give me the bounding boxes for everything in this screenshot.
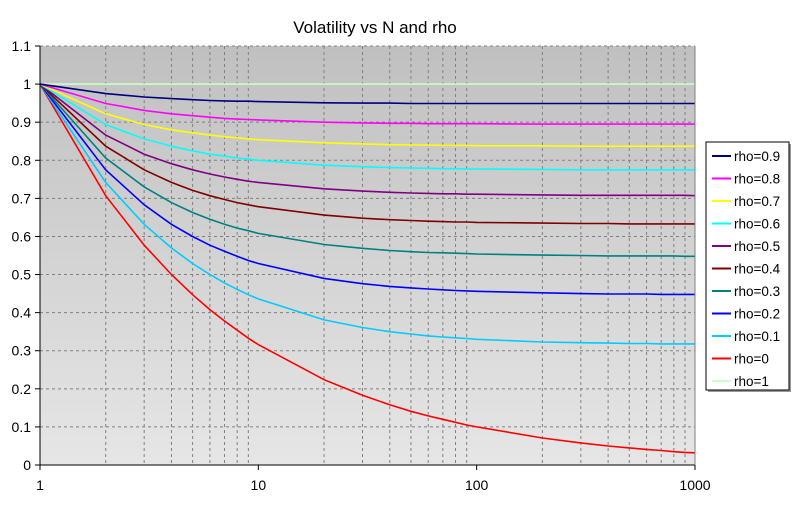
series-line-rho-0: [39, 83, 696, 454]
axes: 0 0.1 0.2 0.3 0.4 0.5 0.6 0.7 0.8 0.9 1 1.1 1 10 100 10…: [12, 38, 711, 493]
legend-label: rho=0: [734, 352, 769, 367]
legend-label: rho=0.9: [734, 149, 780, 164]
legend-label: rho=1: [734, 374, 769, 389]
y-tick-label: 0.2: [12, 381, 32, 397]
legend-label: rho=0.4: [734, 262, 781, 277]
y-tick-label: 0.4: [12, 305, 32, 321]
series-line-rho-0.1: [39, 83, 695, 345]
x-tick-label: 1000: [679, 477, 710, 493]
legend-label: rho=0.1: [734, 329, 780, 344]
y-tick-label: 1.1: [12, 38, 32, 54]
grid: [40, 45, 695, 465]
series-line-rho-0.9: [39, 83, 695, 105]
y-tick-label: 0.3: [12, 343, 32, 359]
y-tick-label: 0.8: [12, 152, 32, 168]
y-tick-label: 0.7: [12, 190, 32, 206]
series-line-rho-0.2: [39, 83, 695, 296]
y-tick-label: 0.1: [12, 419, 32, 435]
y-tick-label: 1: [23, 76, 31, 92]
legend-label: rho=0.2: [734, 307, 780, 322]
series-line-rho-0.4: [39, 83, 695, 225]
chart-title: Volatility vs N and rho: [293, 18, 456, 37]
legend: rho=0.9 rho=0.8 rho=0.7 rho=0.6 rho=0.5 rho=0…: [705, 141, 791, 392]
series-line-rho-0.6: [39, 83, 695, 171]
y-tick-label: 0: [23, 457, 31, 473]
legend-label: rho=0.7: [734, 194, 780, 209]
y-tick-label: 0.5: [12, 267, 32, 283]
series-line-rho-0.7: [39, 83, 695, 147]
legend-label: rho=0.6: [734, 217, 780, 232]
series-line-rho-0.3: [39, 83, 695, 258]
legend-label: rho=0.5: [734, 239, 780, 254]
x-tick-label: 100: [465, 477, 489, 493]
legend-label: rho=0.8: [734, 172, 780, 187]
x-tick-label: 1: [36, 477, 44, 493]
legend-box: [705, 141, 790, 391]
x-tick-label: 10: [251, 477, 267, 493]
legend-label: rho=0.3: [734, 284, 780, 299]
series-lines: [39, 83, 696, 454]
series-line-rho-0.8: [39, 83, 695, 125]
series-line-rho-0.5: [39, 83, 696, 197]
y-tick-label: 0.6: [12, 228, 32, 244]
y-tick-label: 0.9: [12, 114, 32, 130]
